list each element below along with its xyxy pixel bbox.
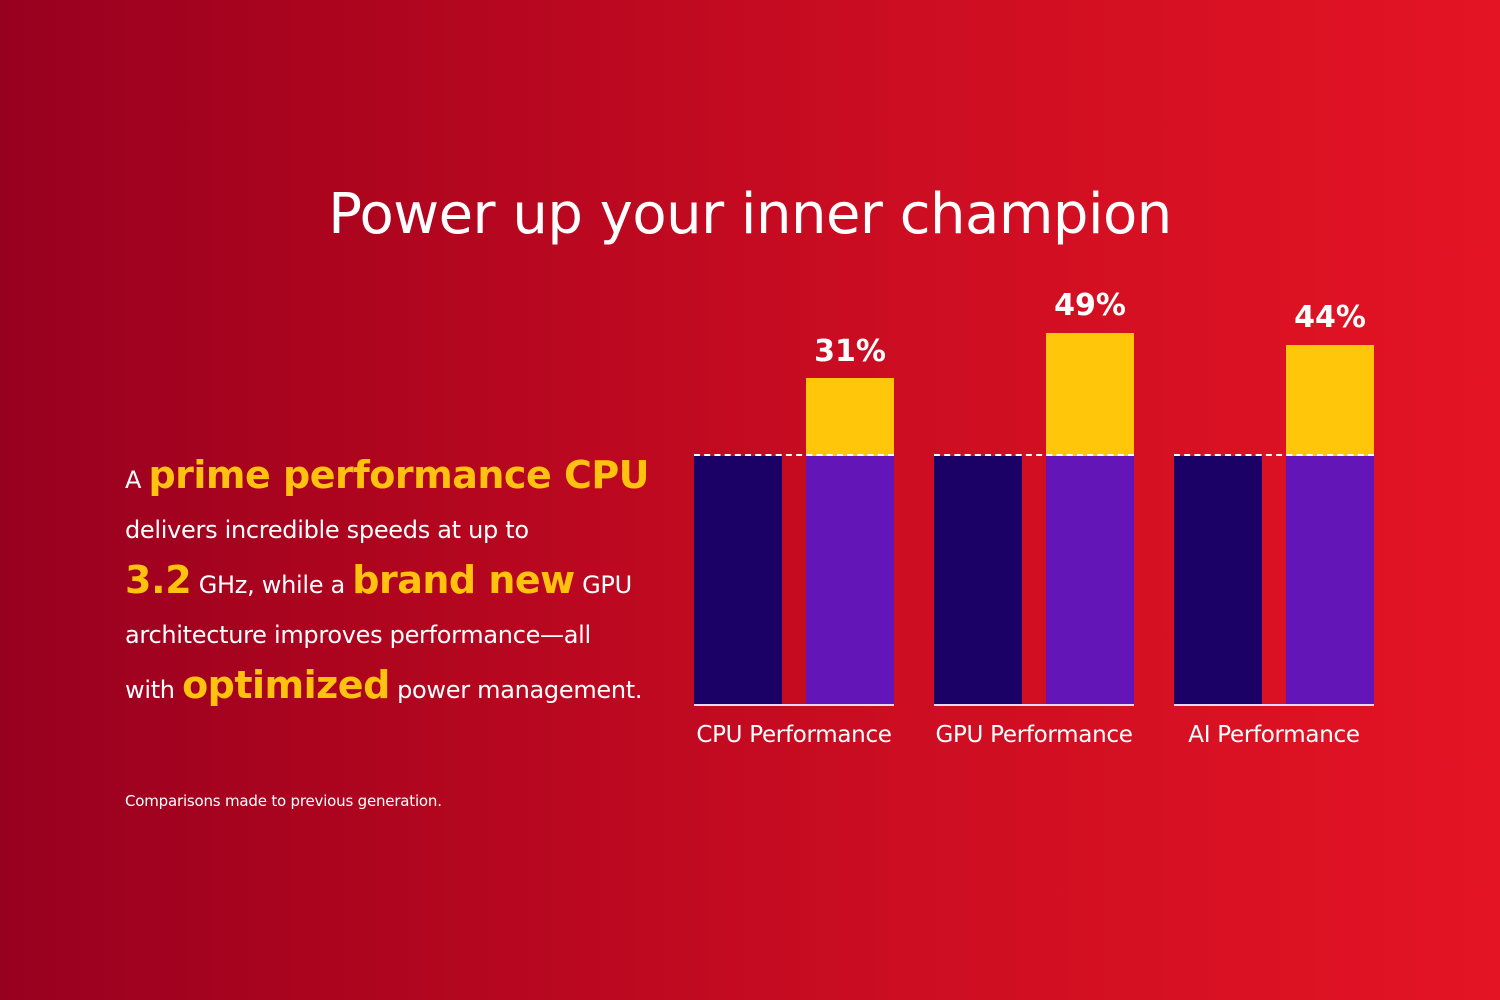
gpu-previous-bar [934,456,1022,704]
cpu-category-label: CPU Performance [696,722,892,748]
copy-text: with [125,676,183,704]
copy-line-1: A prime performance CPU [125,450,685,505]
cpu-gain-bar [806,378,894,456]
gpu-axis-line [934,704,1134,706]
highlight-optimized: optimized [182,663,390,707]
highlight-clock-speed: 3.2 [125,558,192,602]
feature-description: A prime performance CPU delivers incredi… [125,450,685,715]
cpu-previous-bar [694,456,782,704]
ai-gain-bar [1286,345,1374,456]
copy-text: GPU [574,571,632,599]
ai-category-label: AI Performance [1188,722,1360,748]
ai-previous-bar [1174,456,1262,704]
copy-text: GHz, while a [191,571,353,599]
footnote: Comparisons made to previous generation. [125,792,442,810]
cpu-new-bar [806,456,894,704]
cpu-axis-line [694,704,894,706]
page-title: Power up your inner champion [328,182,1172,247]
ai-axis-line [1174,704,1374,706]
copy-line-2: delivers incredible speeds at up to [125,516,529,544]
copy-line-5: with optimized power management. [125,660,685,715]
cpu-baseline-marker [694,454,894,456]
copy-line-3: 3.2 GHz, while a brand new GPU [125,555,685,610]
gpu-improvement-label: 49% [1054,288,1126,323]
ai-new-bar [1286,456,1374,704]
gpu-category-label: GPU Performance [935,722,1133,748]
highlight-brand-new: brand new [352,558,575,602]
gpu-gain-bar [1046,333,1134,456]
copy-line-4: architecture improves performance—all [125,621,591,649]
gpu-baseline-marker [934,454,1134,456]
copy-text: A [125,466,142,494]
copy-text: power management. [389,676,643,704]
cpu-improvement-label: 31% [814,334,886,369]
ai-baseline-marker [1174,454,1374,456]
highlight-prime-cpu: prime performance CPU [148,453,650,497]
gpu-new-bar [1046,456,1134,704]
ai-improvement-label: 44% [1294,300,1366,335]
